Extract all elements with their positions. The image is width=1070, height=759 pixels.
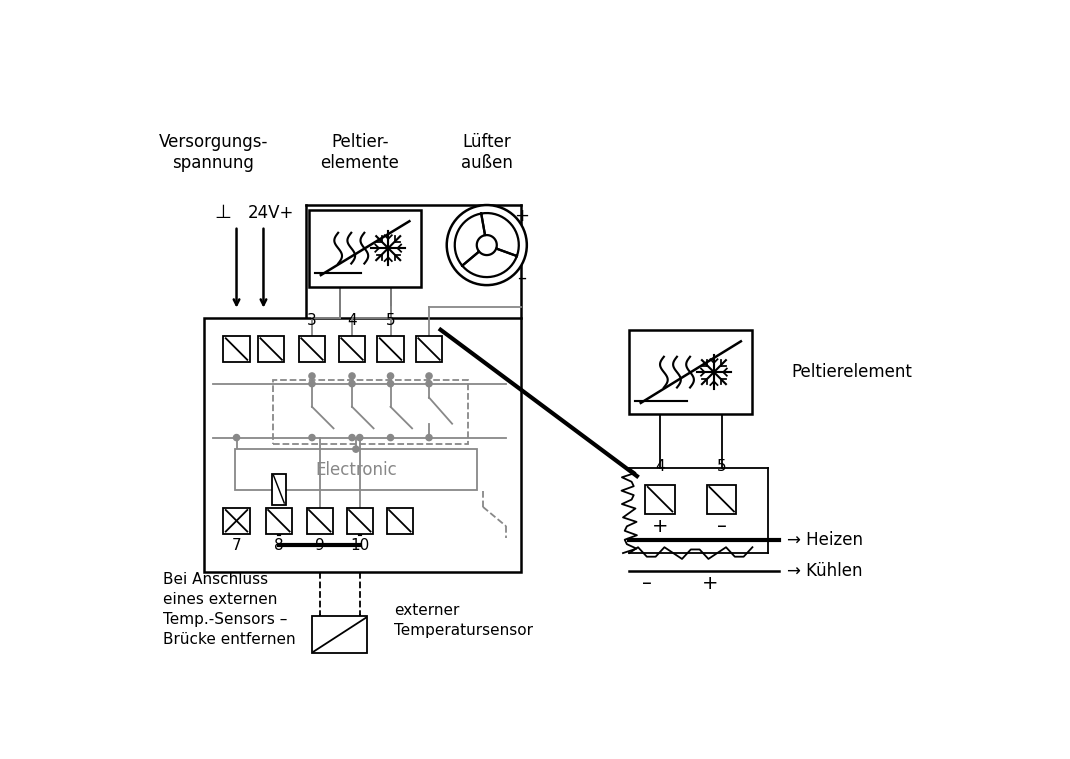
Text: 3: 3	[307, 313, 317, 328]
Text: Lüfter
außen: Lüfter außen	[461, 134, 513, 172]
Bar	[707, 484, 736, 514]
Circle shape	[426, 373, 432, 379]
Text: 8: 8	[274, 537, 284, 553]
Bar	[224, 508, 249, 534]
Bar	[204, 318, 521, 572]
Text: externer
Temperatursensor: externer Temperatursensor	[395, 603, 533, 638]
Text: ⊥: ⊥	[214, 203, 231, 222]
Bar	[378, 336, 403, 362]
Text: 5: 5	[717, 458, 727, 474]
Bar	[645, 484, 675, 514]
Bar	[224, 336, 249, 362]
Text: → Kühlen: → Kühlen	[788, 562, 862, 580]
Text: –: –	[717, 517, 727, 536]
Circle shape	[349, 373, 355, 379]
Bar	[272, 474, 286, 505]
Bar	[274, 380, 468, 444]
Text: –: –	[517, 269, 526, 286]
Text: 5: 5	[385, 313, 395, 328]
Circle shape	[356, 434, 363, 441]
Text: → Heizen: → Heizen	[788, 531, 863, 549]
Bar	[265, 508, 292, 534]
Bar	[416, 336, 442, 362]
Circle shape	[309, 380, 315, 387]
Text: –: –	[642, 575, 652, 594]
Text: Peltier-
elemente: Peltier- elemente	[320, 134, 399, 172]
Bar	[629, 329, 752, 414]
Bar	[299, 336, 325, 362]
Circle shape	[387, 373, 394, 379]
Circle shape	[387, 434, 394, 441]
Circle shape	[426, 434, 432, 441]
Circle shape	[426, 380, 432, 387]
Text: Versorgungs-
spannung: Versorgungs- spannung	[158, 134, 269, 172]
Bar	[386, 508, 413, 534]
Text: Electronic: Electronic	[315, 461, 397, 478]
Bar	[347, 508, 372, 534]
Text: 9: 9	[315, 537, 324, 553]
Text: 10: 10	[350, 537, 369, 553]
Text: 4: 4	[655, 458, 664, 474]
Text: 7: 7	[232, 537, 242, 553]
Bar	[235, 449, 477, 490]
Circle shape	[349, 434, 355, 441]
Bar	[339, 336, 365, 362]
Text: Peltierelement: Peltierelement	[791, 363, 912, 381]
Circle shape	[353, 446, 358, 452]
Circle shape	[387, 380, 394, 387]
Bar	[309, 209, 421, 287]
Text: +: +	[514, 206, 529, 225]
Text: +: +	[702, 575, 718, 594]
Text: +: +	[652, 517, 669, 536]
Circle shape	[349, 380, 355, 387]
Circle shape	[447, 205, 526, 285]
Text: Bei Anschluss
eines externen
Temp.-Sensors –
Brücke entfernen: Bei Anschluss eines externen Temp.-Senso…	[164, 572, 296, 647]
Bar	[312, 616, 367, 653]
Bar	[307, 508, 333, 534]
Circle shape	[233, 434, 240, 441]
Bar	[258, 336, 285, 362]
Text: 4: 4	[347, 313, 356, 328]
Text: 24V+: 24V+	[248, 203, 294, 222]
Circle shape	[309, 434, 315, 441]
Circle shape	[309, 373, 315, 379]
